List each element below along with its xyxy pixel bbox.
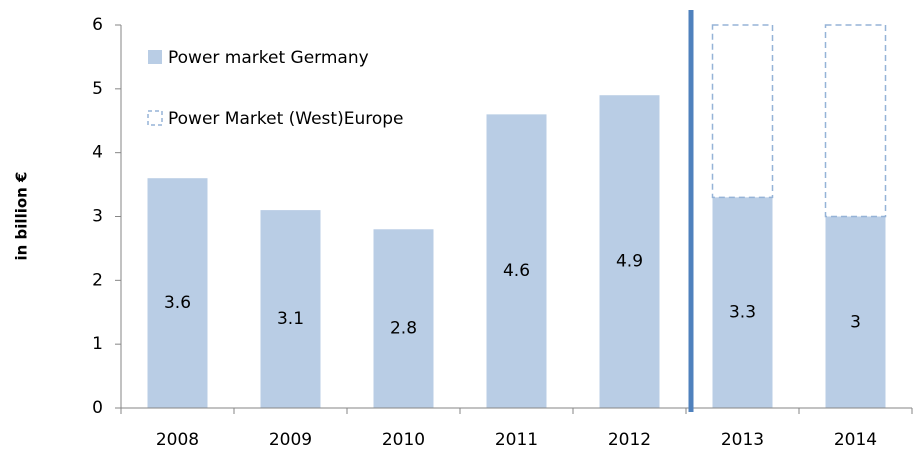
y-tick-label: 4: [92, 143, 103, 163]
data-label: 4.9: [616, 252, 643, 272]
bar: [486, 114, 547, 408]
data-label: 3: [850, 312, 861, 332]
data-label: 3.6: [164, 293, 191, 313]
data-label: 3.3: [729, 303, 756, 323]
y-tick-label: 1: [92, 334, 103, 354]
legend-swatch: [147, 110, 163, 126]
x-tick-label: 2008: [156, 430, 199, 450]
bar: [712, 197, 773, 408]
x-tick-label: 2012: [608, 430, 651, 450]
bar: [147, 178, 208, 408]
bar-outline: [824, 24, 887, 218]
y-tick-label: 3: [92, 207, 103, 227]
data-label: 2.8: [390, 319, 417, 339]
legend-label: Power market Germany: [168, 48, 369, 68]
y-tick-label: 2: [92, 270, 103, 290]
x-tick-label: 2009: [269, 430, 312, 450]
y-tick-label: 5: [92, 79, 103, 99]
x-tick-label: 2010: [382, 430, 425, 450]
legend-swatch: [148, 50, 162, 64]
data-label: 4.6: [503, 261, 530, 281]
bar: [373, 229, 434, 408]
bar: [825, 216, 886, 408]
legend-label: Power Market (West)Europe: [168, 109, 404, 129]
bar: [599, 95, 660, 408]
x-tick-label: 2014: [834, 430, 877, 450]
bar-outline: [711, 24, 774, 199]
bar: [260, 210, 321, 408]
y-tick-label: 0: [92, 398, 103, 418]
y-tick-label: 6: [92, 15, 103, 35]
x-tick-label: 2011: [495, 430, 538, 450]
y-axis-label: in billion €: [13, 172, 31, 261]
x-tick-label: 2013: [721, 430, 764, 450]
data-label: 3.1: [277, 309, 304, 329]
